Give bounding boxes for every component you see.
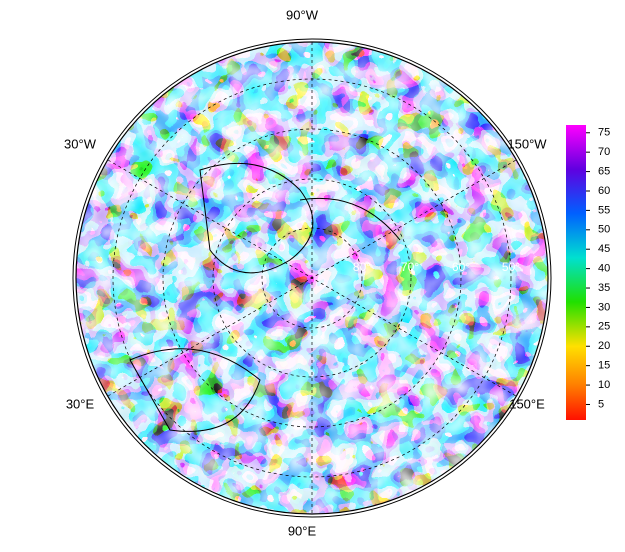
longitude-label: 150°W [507, 136, 547, 151]
colorbar-tick-label: 55 [598, 204, 610, 216]
latitude-label: 70° [401, 260, 419, 274]
colorbar-tick-label: 15 [598, 360, 610, 372]
longitude-label: 30°E [66, 396, 95, 411]
colorbar-tick-label: 45 [598, 243, 610, 255]
map-border [75, 41, 549, 515]
longitude-label: 30°W [64, 136, 97, 151]
map-frame [72, 38, 552, 518]
colorbar-tick-label: 30 [598, 301, 610, 313]
colorbar [566, 125, 586, 420]
colorbar-tick-label: 40 [598, 263, 610, 275]
colorbar-tick-label: 10 [598, 379, 610, 391]
longitude-label: 90°W [286, 7, 319, 22]
colorbar-tick-label: 25 [598, 321, 610, 333]
latitude-label: 80° [353, 260, 371, 274]
colorbar-tick-label: 75 [598, 127, 610, 139]
longitude-label: 90°E [288, 523, 317, 538]
colorbar-tick-label: 20 [598, 340, 610, 352]
colorbar-tick-label: 65 [598, 165, 610, 177]
longitude-label: 150°E [509, 396, 545, 411]
map-field [76, 42, 548, 514]
colorbar-tick-label: 5 [598, 398, 604, 410]
colorbar-tick-label: 50 [598, 224, 610, 236]
colorbar-tick-label: 60 [598, 185, 610, 197]
latitude-label: 50° [502, 260, 520, 274]
colorbar-tick-label: 70 [598, 146, 610, 158]
latitude-label: 60° [452, 260, 470, 274]
colorbar-tick-label: 35 [598, 282, 610, 294]
